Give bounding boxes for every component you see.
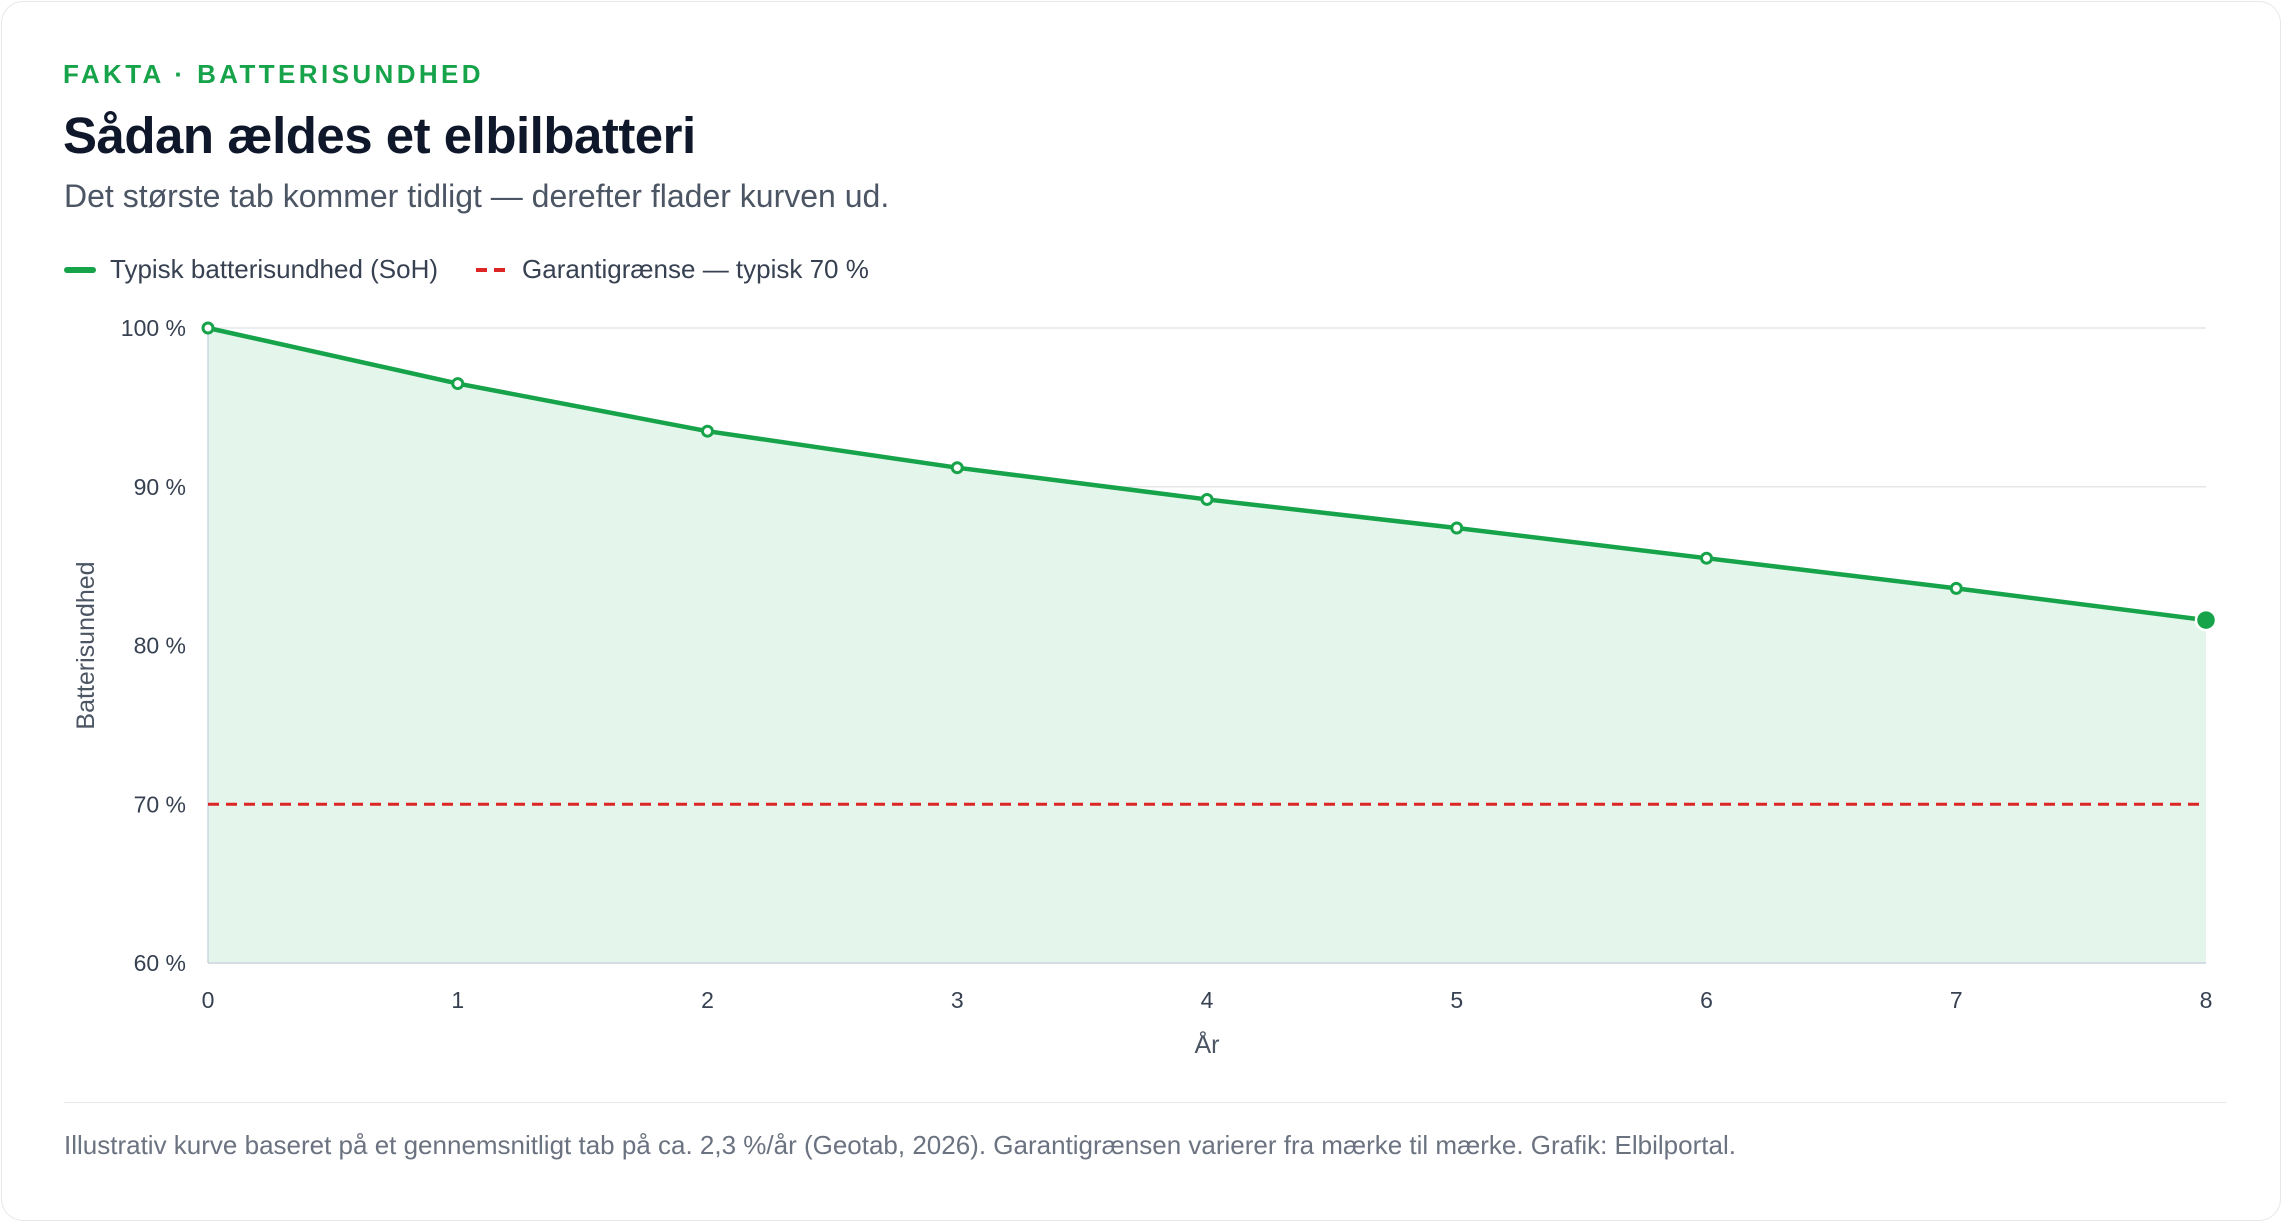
x-tick-label-3: 3 [951,987,964,1013]
data-point-3 [950,461,964,475]
legend-label-threshold: Garantigrænse — typisk 70 % [522,254,869,284]
legend-label-series: Typisk batterisundhed (SoH) [110,254,439,284]
data-point-1 [451,377,465,391]
legend-item-series: Typisk batterisundhed (SoH) [64,254,438,285]
x-tick-label-7: 7 [1950,987,1963,1013]
x-tick-label-6: 6 [1700,987,1713,1013]
y-tick-label-80: 80 % [134,633,186,659]
series-area [208,328,2206,963]
x-axis-title: År [1195,1029,1220,1059]
data-point-5 [1450,521,1464,535]
eyebrow-label: FAKTA · BATTERISUNDHED [63,59,484,89]
y-tick-label-70: 70 % [134,791,186,817]
data-point-8 [2194,608,2218,632]
y-tick-label-90: 90 % [134,474,186,500]
x-tick-label-5: 5 [1450,987,1463,1013]
data-point-7 [1949,581,1963,595]
chart-legend: Typisk batterisundhed (SoH) Garantigræns… [64,254,907,285]
legend-item-threshold: Garantigrænse — typisk 70 % [476,254,869,285]
data-point-0 [201,321,215,335]
y-tick-label-100: 100 % [121,315,186,341]
x-tick-label-0: 0 [202,987,215,1013]
chart-title: Sådan ældes et elbilbatteri [63,107,696,164]
chart-subtitle: Det største tab kommer tidligt — derefte… [64,178,890,214]
data-point-4 [1200,492,1214,506]
x-tick-label-4: 4 [1201,987,1214,1013]
data-point-6 [1700,551,1713,565]
x-tick-label-2: 2 [701,987,714,1013]
data-point-2 [701,424,714,438]
y-axis-title: Batterisundhed [72,561,100,729]
y-tick-label-60: 60 % [134,950,186,976]
footnote: Illustrativ kurve baseret på et gennemsn… [64,1130,1736,1160]
legend-swatch-series [64,266,96,273]
x-tick-label-1: 1 [451,987,464,1013]
legend-swatch-threshold [476,267,509,272]
footer-divider [64,1102,2226,1103]
x-tick-label-8: 8 [2200,987,2213,1013]
